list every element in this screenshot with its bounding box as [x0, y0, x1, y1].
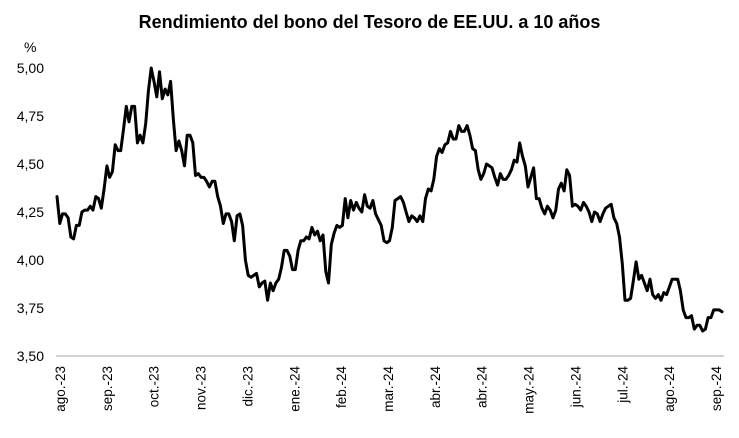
x-tick-label: abr.-24 [428, 366, 443, 409]
x-tick-label: mar.-24 [381, 366, 396, 412]
y-tick-label: 5,00 [17, 60, 44, 76]
y-tick-label: 4,00 [17, 252, 44, 268]
x-tick-label: sep.-23 [100, 366, 115, 411]
y-tick-label: 4,50 [17, 156, 44, 172]
x-tick-label: abr.-24 [475, 366, 490, 409]
x-tick-label: nov.-23 [194, 366, 209, 410]
series-line [55, 66, 724, 333]
x-tick-label: ago.-23 [53, 366, 68, 412]
y-tick-label: 4,25 [17, 204, 44, 220]
x-tick-label: oct.-23 [147, 366, 162, 407]
x-tick-label: ago.-24 [662, 366, 677, 412]
x-tick-label: dic.-23 [240, 366, 255, 407]
y-tick-label: 4,75 [17, 108, 44, 124]
x-tick-label: jun.-24 [568, 366, 583, 409]
x-tick-label: may.-24 [522, 366, 537, 414]
y-axis-ticks: 3,50 3,75 4,00 4,25 4,50 4,75 5,00 [17, 60, 44, 364]
chart-title: Rendimiento del bono del Tesoro de EE.UU… [138, 12, 601, 32]
x-tick-label: sep.-24 [709, 366, 724, 412]
x-tick-label: feb.-24 [334, 366, 349, 409]
y-axis-unit: % [24, 39, 36, 55]
y-tick-label: 3,75 [17, 300, 44, 316]
y-tick-label: 3,50 [17, 348, 44, 364]
x-tick-label: jul.-24 [615, 366, 630, 404]
x-axis-ticks: ago.-23 sep.-23 oct.-23 nov.-23 dic.-23 ene.-… [53, 366, 724, 414]
x-tick-label: ene.-24 [287, 366, 302, 412]
